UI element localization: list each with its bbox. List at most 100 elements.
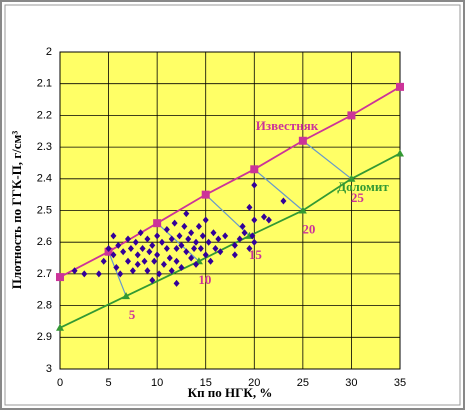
tie-label: 20 — [302, 221, 315, 236]
diamond-marker — [160, 260, 167, 268]
diamond-marker — [231, 241, 238, 249]
diamond-marker — [100, 257, 107, 265]
triangle-marker — [122, 292, 131, 300]
x-tick-label: 25 — [297, 377, 309, 389]
diamond-marker — [129, 267, 136, 275]
diamond-marker — [144, 235, 151, 243]
x-tick-label: 35 — [394, 377, 406, 389]
x-axis-label: Кп по НГК, % — [188, 385, 273, 400]
diamond-marker — [146, 248, 153, 256]
x-tick-label: 5 — [106, 377, 112, 389]
diamond-marker — [205, 238, 212, 246]
square-marker — [153, 219, 162, 228]
diamond-marker — [173, 257, 180, 265]
y-tick-label: 2 — [46, 46, 52, 58]
y-tick-label: 2.1 — [37, 78, 52, 90]
diamond-marker — [163, 245, 170, 253]
diamond-marker — [178, 264, 185, 272]
diamond-marker — [195, 222, 202, 230]
diamond-marker — [71, 267, 78, 275]
diamond-marker — [191, 245, 198, 253]
diamond-marker — [134, 251, 141, 259]
diamond-marker — [246, 245, 253, 253]
square-marker — [56, 273, 64, 282]
series-label: Доломит — [337, 179, 389, 194]
triangle-marker — [347, 174, 356, 182]
diamond-marker — [125, 257, 131, 265]
y-tick-label: 2.6 — [37, 236, 52, 248]
diamond-marker — [193, 238, 199, 246]
diamond-marker — [202, 216, 209, 224]
diamond-marker — [81, 270, 88, 278]
tie-label: 25 — [351, 190, 365, 205]
diamond-marker — [212, 245, 219, 253]
triangle-marker — [396, 149, 404, 157]
triangle-marker — [298, 206, 307, 214]
diamond-marker — [127, 245, 134, 253]
y-tick-label: 2.7 — [37, 268, 52, 280]
diamond-marker — [168, 267, 175, 275]
square-marker — [201, 190, 210, 199]
y-tick-label: 2.2 — [37, 109, 52, 121]
diamond-marker — [261, 213, 267, 221]
diamond-marker — [166, 254, 173, 262]
diamond-marker — [202, 251, 209, 259]
x-tick-label: 10 — [151, 377, 163, 389]
diamond-marker — [115, 241, 122, 249]
diamond-marker — [151, 257, 158, 265]
diamond-marker — [222, 232, 229, 240]
diamond-marker — [163, 226, 170, 234]
diamond-marker — [265, 216, 272, 224]
diamond-marker — [183, 210, 190, 218]
diamond-marker — [125, 235, 131, 243]
diamond-marker — [183, 248, 190, 256]
diamond-marker — [176, 232, 183, 240]
diamond-marker — [251, 181, 258, 189]
diamond-marker — [171, 219, 178, 227]
diamond-marker — [251, 238, 258, 246]
diamond-marker — [239, 222, 246, 230]
x-tick-label: 15 — [200, 377, 212, 389]
diamond-marker — [154, 251, 161, 259]
diamond-marker — [251, 216, 258, 224]
diamond-marker — [110, 232, 117, 240]
diamond-marker — [241, 229, 248, 237]
diamond-marker — [280, 197, 287, 205]
series-label: Известняк — [256, 118, 319, 133]
diamond-marker — [185, 235, 192, 243]
diamond-marker — [139, 245, 146, 253]
y-tick-label: 2.3 — [37, 141, 52, 153]
diamond-marker — [159, 238, 165, 246]
square-marker — [396, 82, 404, 91]
diamond-marker — [199, 232, 206, 240]
tie-line — [253, 168, 304, 211]
y-tick-label: 2.5 — [37, 204, 52, 216]
diamond-marker — [134, 260, 141, 268]
diamond-marker — [141, 257, 148, 265]
y-tick-label: 3 — [46, 363, 52, 375]
diamond-marker — [105, 245, 112, 253]
triangle-marker — [56, 323, 64, 331]
x-tick-label: 20 — [248, 377, 260, 389]
diamond-marker — [149, 241, 156, 249]
diamond-marker — [215, 235, 222, 243]
diamond-marker — [173, 279, 180, 287]
square-marker — [347, 111, 356, 120]
square-marker — [250, 165, 259, 174]
diamond-marker — [113, 264, 120, 272]
tie-label: 10 — [198, 272, 211, 287]
tie-label: 15 — [249, 247, 263, 262]
diamond-marker — [231, 251, 238, 259]
diamond-marker — [95, 270, 102, 278]
y-tick-label: 2.9 — [37, 331, 52, 343]
diamond-marker — [110, 251, 117, 259]
diamond-marker — [132, 238, 139, 246]
inner-frame — [4, 4, 461, 406]
diamond-marker — [154, 232, 161, 240]
x-tick-label: 30 — [345, 377, 357, 389]
tie-line — [302, 140, 352, 180]
diamond-marker — [210, 229, 217, 237]
y-tick-label: 2.8 — [37, 300, 52, 312]
diamond-marker — [117, 270, 124, 278]
